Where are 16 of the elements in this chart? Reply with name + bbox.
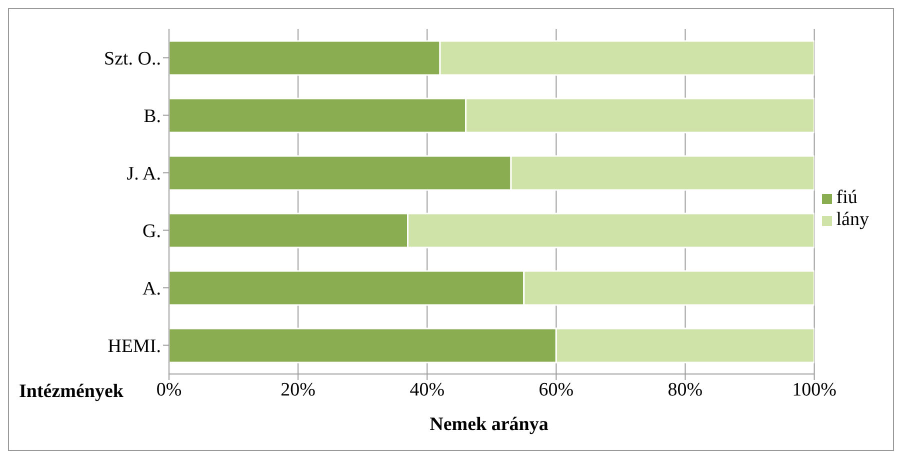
x-tick-label: 80% <box>668 379 703 400</box>
x-tick-label: 100% <box>792 379 837 400</box>
x-axis-title: Nemek aránya <box>428 414 550 436</box>
legend-label: fiú <box>836 187 858 208</box>
y-tick-label: J. A. <box>126 163 161 184</box>
legend-label: lány <box>836 209 869 230</box>
y-axis-title: Intézmények <box>19 381 124 403</box>
x-tick-label: 0% <box>156 379 182 400</box>
x-tick-label: 60% <box>538 379 574 400</box>
x-tick-label: 40% <box>410 379 445 400</box>
y-tick-label: B. <box>144 106 161 127</box>
y-tick-label: Szt. O.. <box>104 48 161 70</box>
y-tick-label: HEMI. <box>108 336 161 357</box>
x-tick-label: 20% <box>280 379 316 400</box>
y-tick-label: A. <box>142 278 161 300</box>
y-tick-label: G. <box>142 220 161 242</box>
